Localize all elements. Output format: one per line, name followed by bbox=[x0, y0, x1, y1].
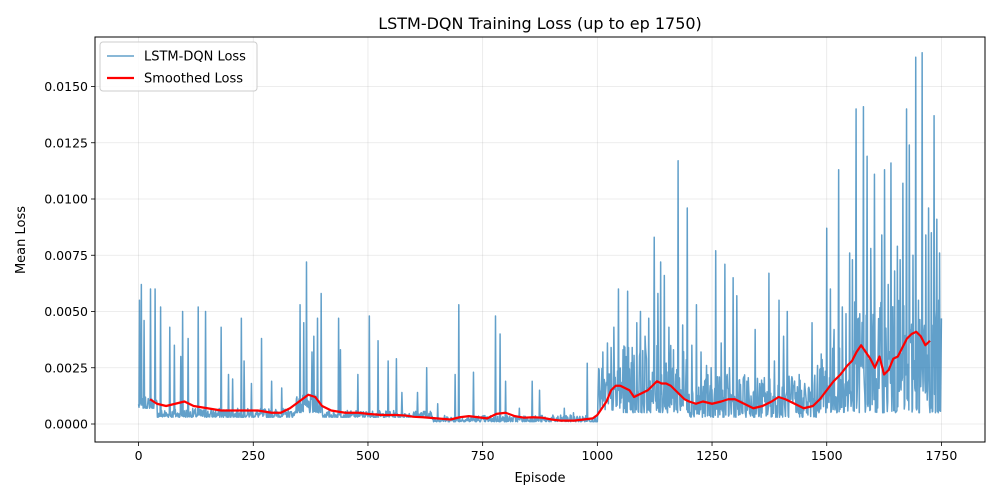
y-axis-ticks: 0.0000 0.0025 0.0050 0.0075 0.0100 0.0125 0.01… bbox=[44, 79, 95, 432]
x-tick-label: 1750 bbox=[926, 448, 958, 463]
x-tick-label: 1500 bbox=[811, 448, 843, 463]
smoothed-loss-line bbox=[149, 330, 931, 422]
grid bbox=[95, 37, 985, 442]
x-tick-label: 1000 bbox=[581, 448, 613, 463]
legend-raw-label: LSTM-DQN Loss bbox=[144, 50, 246, 65]
x-tick-label: 0 bbox=[135, 448, 143, 463]
x-tick-label: 250 bbox=[241, 448, 265, 463]
y-tick-label: 0.0150 bbox=[44, 79, 88, 94]
legend: LSTM-DQN Loss Smoothed Loss bbox=[99, 41, 258, 92]
legend-box bbox=[99, 41, 258, 92]
y-tick-label: 0.0075 bbox=[44, 248, 88, 263]
y-tick-label: 0.0025 bbox=[44, 360, 88, 375]
axes-frame bbox=[94, 36, 986, 443]
x-tick-label: 500 bbox=[356, 448, 380, 463]
y-tick-label: 0.0125 bbox=[44, 135, 88, 150]
smoothed-loss-series bbox=[149, 330, 931, 422]
x-tick-label: 750 bbox=[471, 448, 495, 463]
x-axis-ticks: 0 250 500 750 1000 1250 1500 1750 bbox=[135, 442, 958, 463]
y-axis-label: Mean Loss bbox=[14, 206, 29, 274]
chart-title: LSTM-DQN Training Loss (up to ep 1750) bbox=[378, 14, 702, 33]
y-tick-label: 0.0100 bbox=[44, 192, 88, 207]
x-axis-label: Episode bbox=[514, 471, 565, 486]
y-tick-label: 0.0000 bbox=[44, 417, 88, 432]
x-tick-label: 1250 bbox=[696, 448, 728, 463]
y-tick-label: 0.0050 bbox=[44, 304, 88, 319]
legend-smoothed-label: Smoothed Loss bbox=[144, 72, 243, 87]
